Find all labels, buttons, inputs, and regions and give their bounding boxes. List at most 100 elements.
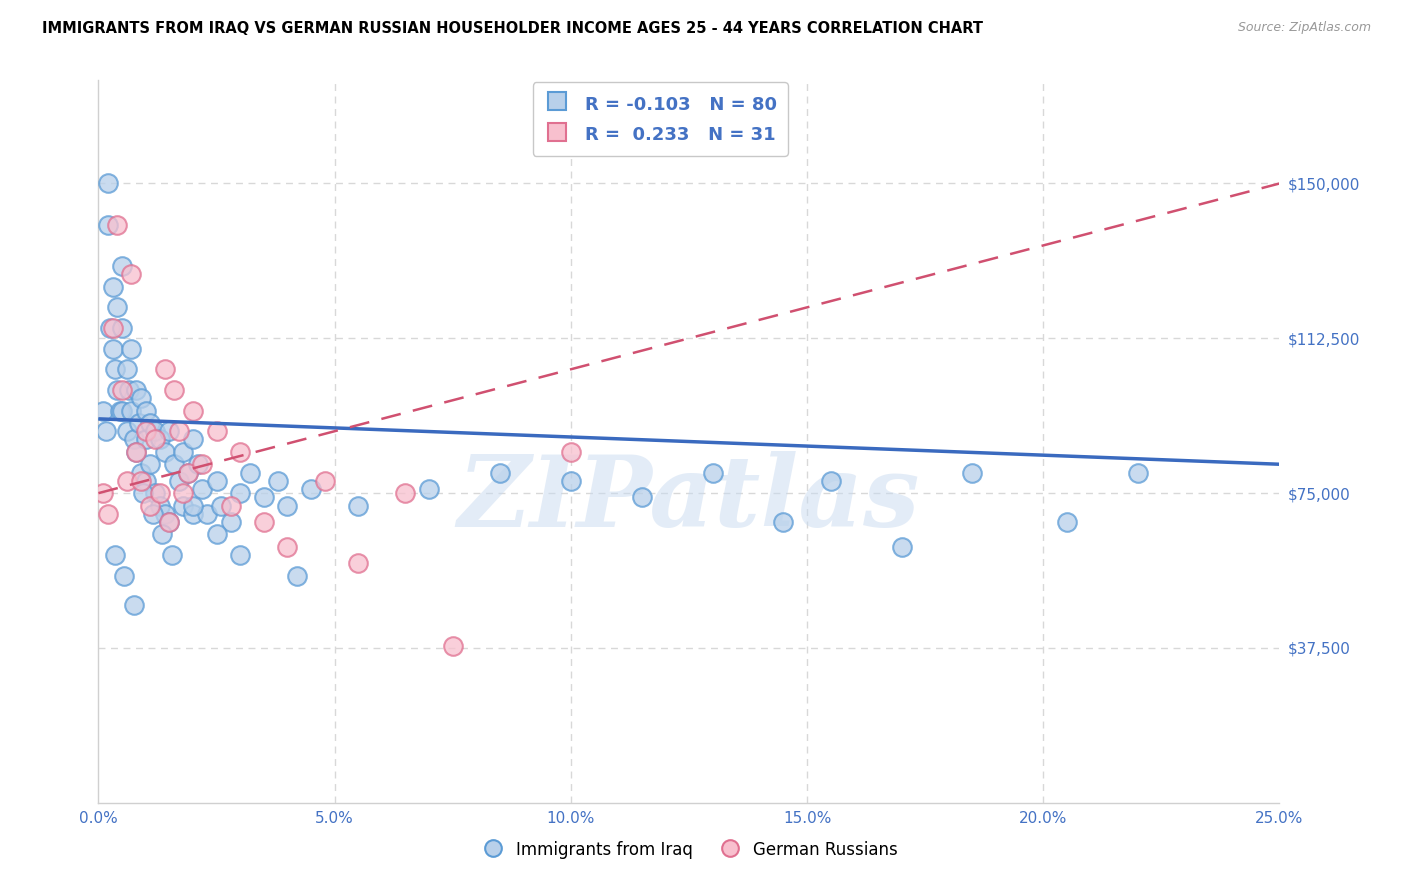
Point [181, 403, 204, 417]
Point [394, 486, 416, 500]
Point [135, 424, 157, 438]
Point [115, 474, 138, 488]
Point [163, 383, 186, 397]
Point [97, 177, 120, 191]
Point [150, 527, 173, 541]
Point [253, 515, 276, 529]
Point [187, 457, 209, 471]
Point [143, 433, 166, 447]
Point [299, 482, 322, 496]
Point [347, 557, 370, 571]
Point [143, 486, 166, 500]
Point [153, 445, 176, 459]
Point [630, 490, 652, 504]
Point [129, 466, 152, 480]
Legend: Immigrants from Iraq, German Russians: Immigrants from Iraq, German Russians [474, 833, 904, 867]
Point [111, 403, 134, 417]
Point [153, 362, 176, 376]
Point [560, 474, 582, 488]
Point [121, 403, 143, 417]
Text: Source: ZipAtlas.com: Source: ZipAtlas.com [1237, 21, 1371, 35]
Point [489, 466, 512, 480]
Point [129, 391, 152, 405]
Point [91, 486, 114, 500]
Point [98, 321, 121, 335]
Point [105, 218, 128, 232]
Point [111, 383, 134, 397]
Point [121, 342, 143, 356]
Text: ZIPatlas: ZIPatlas [458, 451, 920, 548]
Point [157, 515, 180, 529]
Point [97, 218, 120, 232]
Point [195, 507, 218, 521]
Point [101, 321, 124, 335]
Point [91, 403, 114, 417]
Point [135, 403, 157, 417]
Point [1056, 515, 1078, 529]
Point [276, 499, 298, 513]
Point [890, 540, 912, 554]
Point [115, 362, 138, 376]
Point [1126, 466, 1149, 480]
Point [125, 445, 148, 459]
Point [105, 383, 128, 397]
Point [962, 466, 984, 480]
Point [209, 499, 232, 513]
Point [418, 482, 440, 496]
Point [167, 424, 190, 438]
Point [160, 548, 183, 562]
Point [128, 416, 150, 430]
Point [104, 548, 127, 562]
Point [205, 424, 228, 438]
Point [139, 499, 162, 513]
Point [122, 433, 145, 447]
Point [125, 445, 148, 459]
Point [205, 474, 228, 488]
Point [177, 466, 200, 480]
Point [441, 639, 464, 653]
Point [125, 383, 148, 397]
Point [111, 259, 134, 273]
Point [167, 474, 190, 488]
Point [172, 486, 194, 500]
Point [253, 490, 276, 504]
Point [219, 499, 242, 513]
Point [135, 474, 157, 488]
Point [108, 403, 131, 417]
Point [560, 445, 582, 459]
Point [219, 515, 242, 529]
Point [104, 362, 127, 376]
Point [347, 499, 370, 513]
Point [314, 474, 336, 488]
Point [153, 507, 176, 521]
Point [229, 486, 252, 500]
Point [157, 424, 180, 438]
Point [157, 515, 180, 529]
Point [229, 548, 252, 562]
Point [142, 507, 165, 521]
Point [132, 486, 155, 500]
Point [181, 433, 204, 447]
Point [149, 486, 172, 500]
Point [112, 568, 135, 582]
Point [139, 416, 162, 430]
Point [177, 466, 200, 480]
Point [191, 457, 214, 471]
Point [163, 457, 186, 471]
Point [276, 540, 298, 554]
Point [205, 527, 228, 541]
Point [229, 445, 252, 459]
Point [94, 424, 117, 438]
Point [181, 499, 204, 513]
Point [129, 474, 152, 488]
Point [172, 445, 194, 459]
Text: IMMIGRANTS FROM IRAQ VS GERMAN RUSSIAN HOUSEHOLDER INCOME AGES 25 - 44 YEARS COR: IMMIGRANTS FROM IRAQ VS GERMAN RUSSIAN H… [42, 21, 983, 37]
Point [172, 499, 194, 513]
Point [181, 507, 204, 521]
Point [115, 424, 138, 438]
Point [101, 279, 124, 293]
Point [101, 342, 124, 356]
Point [149, 433, 172, 447]
Point [239, 466, 262, 480]
Point [105, 301, 128, 315]
